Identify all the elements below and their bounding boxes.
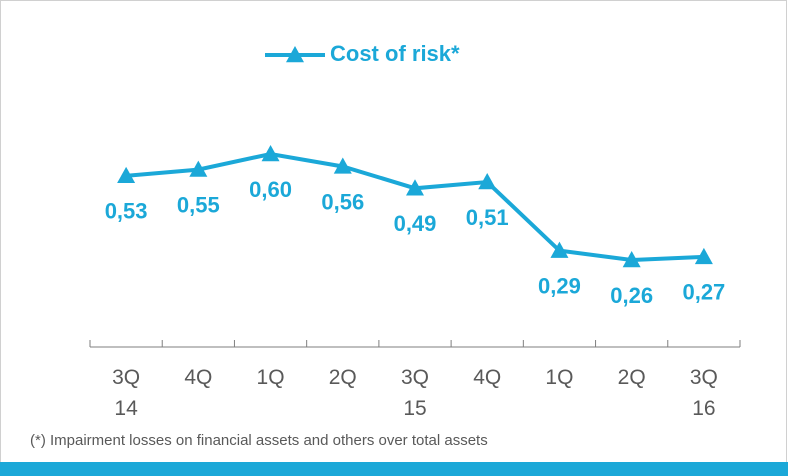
data-label: 0,60 (249, 177, 292, 202)
data-label: 0,49 (394, 211, 437, 236)
marker (622, 251, 641, 268)
x-tick-label: 1Q (256, 366, 285, 389)
data-label: 0,26 (610, 283, 653, 308)
data-label: 0,51 (466, 205, 509, 230)
data-label: 0,55 (177, 192, 220, 217)
marker (189, 160, 208, 177)
x-tick-label: 2Q (328, 366, 357, 389)
x-tick-label: 4Q (473, 366, 502, 389)
footnote: (*) Impairment losses on financial asset… (30, 432, 488, 449)
data-label: 0,29 (538, 273, 581, 298)
x-tick-label: 4Q (184, 366, 213, 389)
marker (406, 179, 424, 196)
x-tick-label: 2Q (617, 366, 646, 389)
legend-marker (286, 46, 304, 63)
legend-label: Cost of risk* (330, 41, 460, 66)
data-label: 0,53 (105, 199, 148, 224)
marker (694, 247, 713, 265)
x-tick-label: 3Q 16 (689, 366, 718, 420)
marker (478, 173, 497, 190)
data-label: 0,27 (682, 280, 725, 305)
x-tick-label: 3Q 14 (112, 366, 141, 420)
x-tick-label: 1Q (545, 366, 574, 389)
marker (333, 157, 352, 174)
marker (261, 145, 280, 162)
bottom-bar (0, 462, 788, 476)
marker (117, 166, 136, 184)
data-label: 0,56 (321, 189, 364, 214)
x-tick-label: 3Q 15 (400, 366, 429, 420)
marker (550, 241, 569, 258)
